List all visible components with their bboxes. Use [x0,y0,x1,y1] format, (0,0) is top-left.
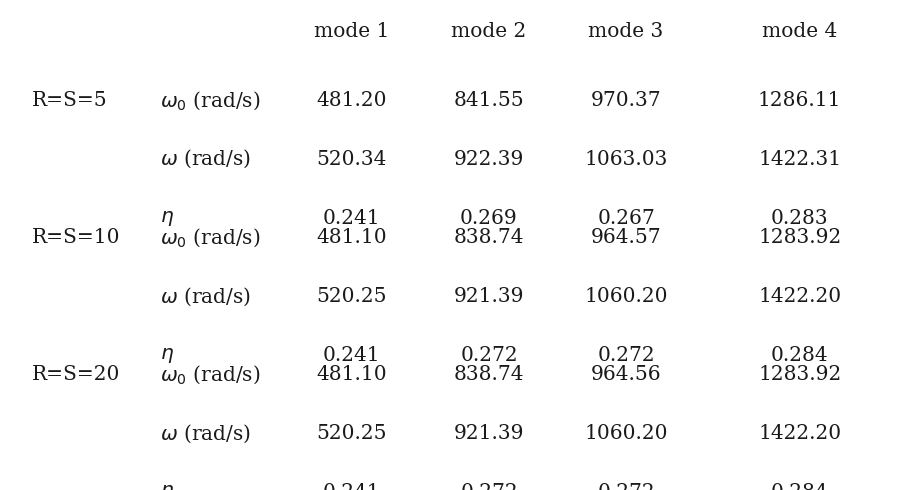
Text: 841.55: 841.55 [453,91,525,110]
Text: 0.284: 0.284 [771,483,829,490]
Text: 1422.31: 1422.31 [759,150,841,169]
Text: 0.283: 0.283 [771,209,829,227]
Text: 922.39: 922.39 [454,150,524,169]
Text: 481.20: 481.20 [316,91,388,110]
Text: R=S=20: R=S=20 [32,366,121,384]
Text: $\omega$ (rad/s): $\omega$ (rad/s) [160,422,251,445]
Text: $\omega$ (rad/s): $\omega$ (rad/s) [160,148,251,171]
Text: $\omega$ (rad/s): $\omega$ (rad/s) [160,285,251,308]
Text: 0.269: 0.269 [460,209,518,227]
Text: mode 1: mode 1 [314,23,389,41]
Text: $\omega_0$ (rad/s): $\omega_0$ (rad/s) [160,226,260,249]
Text: 0.272: 0.272 [460,483,518,490]
Text: 0.284: 0.284 [771,346,829,365]
Text: 481.10: 481.10 [316,228,388,247]
Text: mode 4: mode 4 [762,23,837,41]
Text: 520.25: 520.25 [316,424,388,443]
Text: 0.272: 0.272 [597,483,655,490]
Text: 0.241: 0.241 [323,209,381,227]
Text: 921.39: 921.39 [453,287,525,306]
Text: 1422.20: 1422.20 [759,424,841,443]
Text: 1422.20: 1422.20 [759,287,841,306]
Text: 0.241: 0.241 [323,483,381,490]
Text: 1060.20: 1060.20 [584,287,668,306]
Text: 1283.92: 1283.92 [758,366,842,384]
Text: 964.56: 964.56 [590,366,662,384]
Text: mode 3: mode 3 [589,23,664,41]
Text: 1286.11: 1286.11 [758,91,842,110]
Text: 0.272: 0.272 [597,346,655,365]
Text: 838.74: 838.74 [453,228,525,247]
Text: $\omega_0$ (rad/s): $\omega_0$ (rad/s) [160,364,260,386]
Text: 1063.03: 1063.03 [584,150,668,169]
Text: 0.267: 0.267 [597,209,655,227]
Text: 520.25: 520.25 [316,287,388,306]
Text: R=S=5: R=S=5 [32,91,108,110]
Text: R=S=10: R=S=10 [32,228,121,247]
Text: 0.241: 0.241 [323,346,381,365]
Text: 1060.20: 1060.20 [584,424,668,443]
Text: $\omega_0$ (rad/s): $\omega_0$ (rad/s) [160,89,260,112]
Text: mode 2: mode 2 [452,23,526,41]
Text: 0.272: 0.272 [460,346,518,365]
Text: 838.74: 838.74 [453,366,525,384]
Text: 1283.92: 1283.92 [758,228,842,247]
Text: 520.34: 520.34 [317,150,387,169]
Text: $\eta$: $\eta$ [160,483,174,490]
Text: 964.57: 964.57 [590,228,662,247]
Text: $\eta$: $\eta$ [160,209,174,227]
Text: 481.10: 481.10 [316,366,388,384]
Text: $\eta$: $\eta$ [160,346,174,365]
Text: 921.39: 921.39 [453,424,525,443]
Text: 970.37: 970.37 [590,91,662,110]
